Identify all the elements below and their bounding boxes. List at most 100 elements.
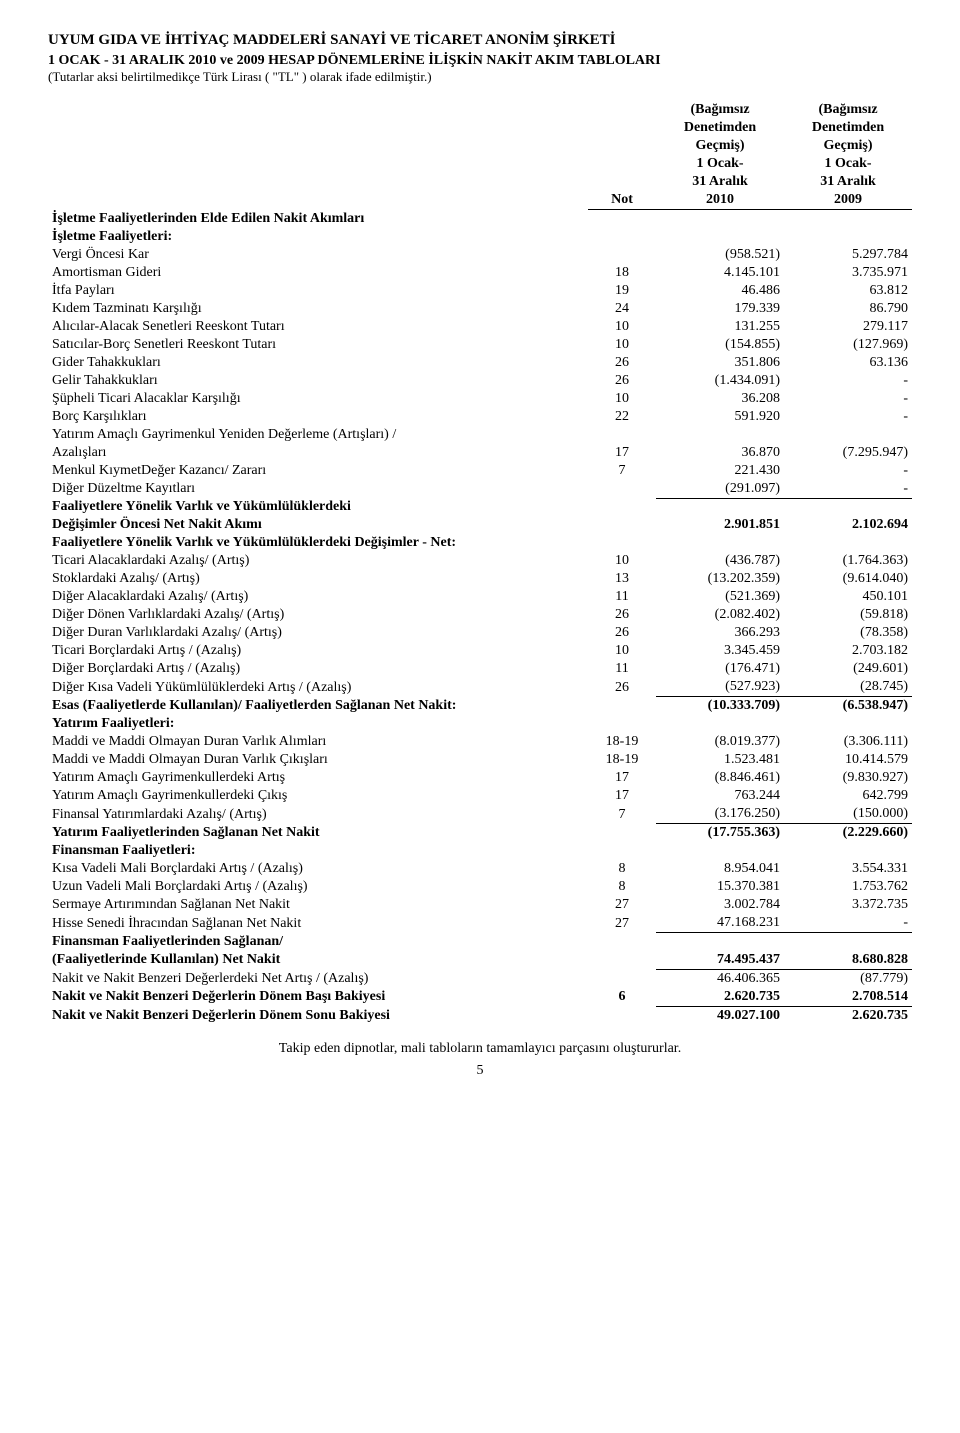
table-row: Satıcılar-Borç Senetleri Reeskont Tutarı…	[48, 336, 912, 354]
row-note-ref: 24	[588, 300, 656, 318]
row-value-2010: 221.430	[656, 462, 784, 480]
table-row: Maddi ve Maddi Olmayan Duran Varlık Çıkı…	[48, 751, 912, 769]
row-value-2009: 3.735.971	[784, 264, 912, 282]
table-row: Esas (Faaliyetlerde Kullanılan)/ Faaliye…	[48, 697, 912, 716]
row-value-2009: -	[784, 480, 912, 499]
row-value-2009: (87.779)	[784, 969, 912, 988]
row-value-2010: 351.806	[656, 354, 784, 372]
row-note-ref: 11	[588, 588, 656, 606]
row-note-ref	[588, 933, 656, 951]
row-value-2010	[656, 534, 784, 552]
row-note-ref: 17	[588, 769, 656, 787]
row-label: Ticari Borçlardaki Artış / (Azalış)	[48, 642, 588, 660]
row-value-2009	[784, 498, 912, 516]
row-value-2010: (10.333.709)	[656, 697, 784, 716]
row-note-ref: 7	[588, 805, 656, 824]
table-row: Diğer Dönen Varlıklardaki Azalış/ (Artış…	[48, 606, 912, 624]
row-value-2010: 179.339	[656, 300, 784, 318]
row-value-2009: (3.306.111)	[784, 733, 912, 751]
row-value-2009: (1.764.363)	[784, 552, 912, 570]
row-label: Faaliyetlere Yönelik Varlık ve Yükümlülü…	[48, 534, 588, 552]
row-label: Borç Karşılıkları	[48, 408, 588, 426]
row-note-ref: 10	[588, 390, 656, 408]
row-note-ref: 22	[588, 408, 656, 426]
col1-hdr-a: (Bağımsız	[656, 101, 784, 119]
row-value-2010: (291.097)	[656, 480, 784, 499]
row-value-2009: (9.614.040)	[784, 570, 912, 588]
col1-hdr-c: Geçmiş)	[656, 137, 784, 155]
row-value-2009: -	[784, 462, 912, 480]
col1-hdr-e: 31 Aralık	[656, 173, 784, 191]
row-label: Satıcılar-Borç Senetleri Reeskont Tutarı	[48, 336, 588, 354]
row-label: Yatırım Faaliyetlerinden Sağlanan Net Na…	[48, 824, 588, 843]
row-note-ref: 26	[588, 354, 656, 372]
report-title: 1 OCAK - 31 ARALIK 2010 ve 2009 HESAP DÖ…	[48, 53, 912, 69]
row-note-ref: 26	[588, 606, 656, 624]
row-value-2009: (7.295.947)	[784, 444, 912, 462]
row-note-ref: 11	[588, 660, 656, 678]
row-label: Gelir Tahakkukları	[48, 372, 588, 390]
row-label: Gider Tahakkukları	[48, 354, 588, 372]
table-row: Şüpheli Ticari Alacaklar Karşılığı1036.2…	[48, 390, 912, 408]
table-row: Menkul KıymetDeğer Kazancı/ Zararı7221.4…	[48, 462, 912, 480]
row-value-2009: -	[784, 914, 912, 933]
row-value-2010: (17.755.363)	[656, 824, 784, 843]
row-note-ref: 8	[588, 860, 656, 878]
table-row: Diğer Düzeltme Kayıtları (291.097)-	[48, 480, 912, 499]
row-label: Değişimler Öncesi Net Nakit Akımı	[48, 516, 588, 534]
row-note-ref: 6	[588, 988, 656, 1007]
row-note-ref	[588, 715, 656, 733]
row-note-ref	[588, 824, 656, 843]
row-note-ref: 19	[588, 282, 656, 300]
row-label: Stoklardaki Azalış/ (Artış)	[48, 570, 588, 588]
row-note-ref: 17	[588, 787, 656, 805]
row-value-2010: 46.406.365	[656, 969, 784, 988]
row-value-2010: 763.244	[656, 787, 784, 805]
row-value-2009: 5.297.784	[784, 246, 912, 264]
row-value-2009	[784, 534, 912, 552]
col-not-hdr: Not	[588, 191, 656, 210]
row-value-2009: (78.358)	[784, 624, 912, 642]
row-note-ref	[588, 697, 656, 716]
row-value-2009: -	[784, 408, 912, 426]
row-label: Kısa Vadeli Mali Borçlardaki Artış / (Az…	[48, 860, 588, 878]
row-label: Diğer Borçlardaki Artış / (Azalış)	[48, 660, 588, 678]
table-row: Değişimler Öncesi Net Nakit Akımı2.901.8…	[48, 516, 912, 534]
row-value-2010: 47.168.231	[656, 914, 784, 933]
row-value-2010	[656, 498, 784, 516]
row-label: Yatırım Amaçlı Gayrimenkul Yeniden Değer…	[48, 426, 588, 444]
page-number: 5	[48, 1063, 912, 1079]
row-label: Kıdem Tazminatı Karşılığı	[48, 300, 588, 318]
table-row: Diğer Alacaklardaki Azalış/ (Artış)11(52…	[48, 588, 912, 606]
row-value-2010: 49.027.100	[656, 1006, 784, 1025]
row-value-2009: -	[784, 390, 912, 408]
row-label: Maddi ve Maddi Olmayan Duran Varlık Çıkı…	[48, 751, 588, 769]
row-value-2010: (3.176.250)	[656, 805, 784, 824]
table-row: Faaliyetlere Yönelik Varlık ve Yükümlülü…	[48, 498, 912, 516]
row-note-ref: 7	[588, 462, 656, 480]
row-value-2009: (127.969)	[784, 336, 912, 354]
row-note-ref: 13	[588, 570, 656, 588]
row-value-2009: (150.000)	[784, 805, 912, 824]
row-label: Hisse Senedi İhracından Sağlanan Net Nak…	[48, 914, 588, 933]
row-label: Diğer Dönen Varlıklardaki Azalış/ (Artış…	[48, 606, 588, 624]
row-note-ref: 27	[588, 914, 656, 933]
row-value-2010: (2.082.402)	[656, 606, 784, 624]
row-value-2010: (436.787)	[656, 552, 784, 570]
table-row: Nakit ve Nakit Benzeri Değerlerdeki Net …	[48, 969, 912, 988]
row-note-ref	[588, 210, 656, 228]
col2-hdr-f: 2009	[784, 191, 912, 210]
row-label: İşletme Faaliyetlerinden Elde Edilen Nak…	[48, 210, 588, 228]
row-value-2009: 450.101	[784, 588, 912, 606]
row-note-ref	[588, 426, 656, 444]
row-value-2009: 86.790	[784, 300, 912, 318]
row-value-2009	[784, 228, 912, 246]
table-row: Faaliyetlere Yönelik Varlık ve Yükümlülü…	[48, 534, 912, 552]
row-value-2009: 642.799	[784, 787, 912, 805]
row-label: Esas (Faaliyetlerde Kullanılan)/ Faaliye…	[48, 697, 588, 716]
row-value-2009: 63.136	[784, 354, 912, 372]
row-value-2010	[656, 426, 784, 444]
row-label: Diğer Düzeltme Kayıtları	[48, 480, 588, 499]
row-value-2010: 3.345.459	[656, 642, 784, 660]
row-note-ref	[588, 951, 656, 970]
